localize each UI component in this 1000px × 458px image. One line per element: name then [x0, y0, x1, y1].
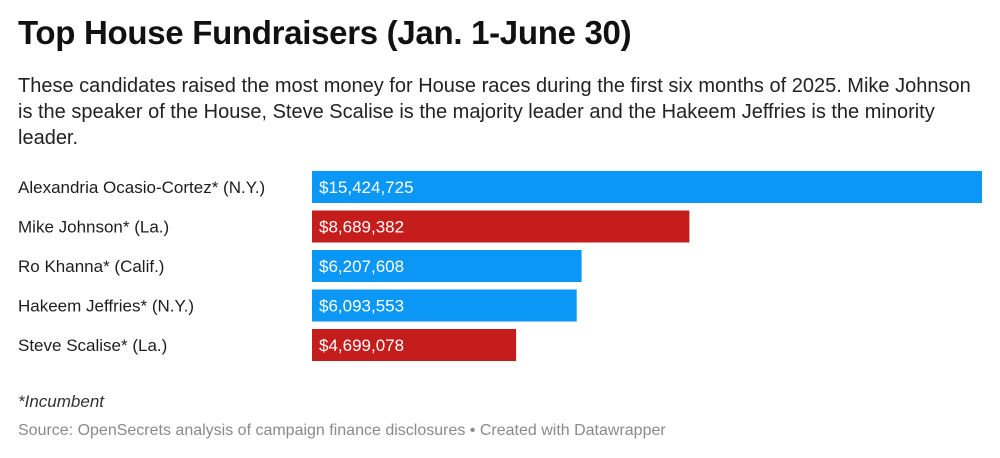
- bar-value-label: $8,689,382: [319, 218, 404, 237]
- bar-category-label: Hakeem Jeffries* (N.Y.): [18, 297, 194, 316]
- bar-value-label: $6,207,608: [319, 257, 404, 276]
- bar: [312, 171, 982, 203]
- chart-subtitle: These candidates raised the most money f…: [18, 75, 971, 149]
- bar-value-label: $4,699,078: [319, 336, 404, 355]
- bar-category-label: Mike Johnson* (La.): [18, 218, 169, 237]
- bar: [312, 210, 690, 243]
- bar-chart: Alexandria Ocasio-Cortez* (N.Y.) $15,424,…: [0, 168, 1000, 368]
- bar-value-label: $6,093,553: [319, 297, 404, 316]
- bar-value-label: $15,424,725: [319, 178, 414, 197]
- bar-category-label: Steve Scalise* (La.): [18, 336, 167, 355]
- chart-title: Top House Fundraisers (Jan. 1-June 30): [18, 14, 632, 51]
- bar-chart-svg: Alexandria Ocasio-Cortez* (N.Y.) $15,424,…: [18, 171, 982, 361]
- bar: [312, 329, 517, 361]
- incumbent-note: *Incumbent: [18, 392, 104, 411]
- bar-category-label: Alexandria Ocasio-Cortez* (N.Y.): [18, 178, 265, 197]
- bar: [312, 289, 577, 322]
- bar-category-label: Ro Khanna* (Calif.): [18, 257, 164, 276]
- source-credit: Source: OpenSecrets analysis of campaign…: [18, 422, 666, 439]
- bar: [312, 250, 582, 282]
